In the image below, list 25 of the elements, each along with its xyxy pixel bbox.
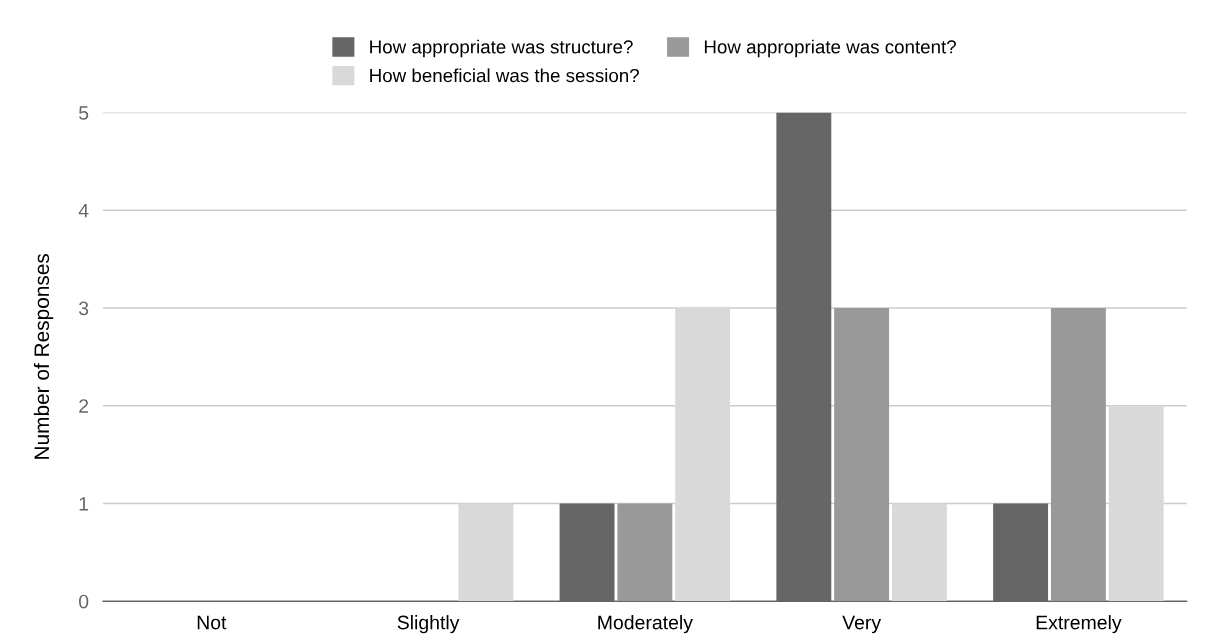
bar [1108,405,1164,602]
y-tick-label: 1 [79,497,89,511]
legend-label: How appropriate was structure? [370,39,633,58]
y-tick-label: 4 [78,203,89,218]
bar [1050,308,1106,602]
y-axis-title: Number of Responses [33,253,54,459]
legend-label: How appropriate was content? [704,39,956,58]
bar [891,503,947,602]
bar [993,503,1049,602]
bar [617,503,673,602]
x-tick-label: Not [197,615,227,630]
y-tick-label: 0 [78,594,89,609]
x-tick-label: Slightly [397,615,460,634]
bar [559,503,615,602]
bar [834,308,890,602]
y-tick-label: 5 [79,106,89,120]
bar [776,112,832,602]
bar [458,503,514,602]
x-tick-label: Extremely [1036,615,1122,634]
y-tick-label: 3 [78,301,89,316]
x-tick-label: Moderately [598,615,693,634]
legend-label: How beneficial was the session? [370,68,639,83]
x-tick-label: Very [842,615,882,634]
bar [675,308,731,602]
y-tick-label: 2 [79,399,89,413]
